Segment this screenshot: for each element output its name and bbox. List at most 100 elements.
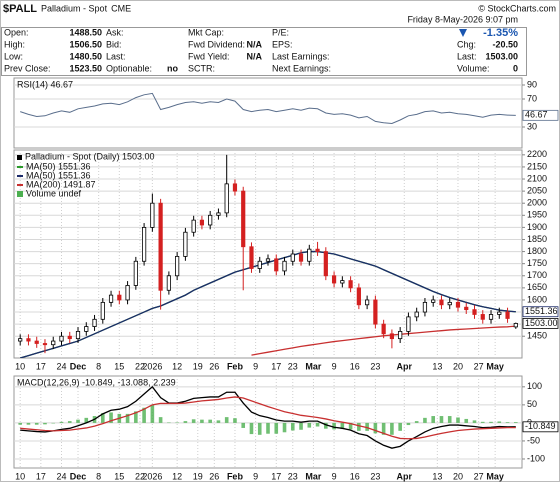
histogram-bar <box>224 417 229 423</box>
histogram-bar <box>365 422 369 431</box>
y-tick-label: 1450 <box>527 331 547 341</box>
x-tick-label: Apr <box>397 361 413 371</box>
histogram-bar <box>505 422 510 423</box>
histogram-bar <box>406 422 411 426</box>
candle-body <box>224 183 229 214</box>
candle-body <box>480 314 485 320</box>
x-tick-label: May <box>486 471 504 481</box>
field-value: no <box>167 63 178 73</box>
candle-body <box>26 338 31 342</box>
x-tick-label: 2026 <box>142 471 162 481</box>
y-tick-label: 2000 <box>527 198 547 208</box>
x-tick-label: 2026 <box>142 361 162 371</box>
histogram-bar <box>489 421 493 423</box>
candle-body <box>447 301 452 306</box>
x-tick-label: 13 <box>432 471 442 481</box>
candle-body <box>18 338 23 342</box>
candle-body <box>125 285 130 301</box>
field-label: Last: <box>106 51 126 61</box>
histogram-bar <box>241 422 246 428</box>
histogram-bar <box>497 421 502 423</box>
field-label: Next Earnings: <box>272 63 331 73</box>
exchange: CME <box>111 3 131 13</box>
histogram-bar <box>76 419 80 423</box>
histogram-bar <box>125 413 130 423</box>
panel-title: Palladium - Spot (Daily) 1503.00 <box>25 151 155 161</box>
candle-body <box>298 253 304 262</box>
histogram-bar <box>299 422 303 430</box>
value-badge <box>522 306 559 318</box>
candle-body <box>464 306 469 311</box>
candle-body <box>488 314 494 320</box>
candle-body <box>141 226 147 262</box>
candle-body <box>472 309 477 315</box>
field-label: Fwd Yield: <box>188 51 230 61</box>
field-value: 1488.50 <box>69 27 102 37</box>
instrument-name: Palladium - Spot <box>41 3 108 13</box>
x-tick-label: 13 <box>432 361 442 371</box>
x-tick-label: May <box>486 361 504 371</box>
histogram-bar <box>233 418 237 423</box>
candle-body <box>422 301 428 313</box>
histogram-bar <box>134 411 138 423</box>
histogram-bar <box>200 419 204 423</box>
x-tick-label: 24 <box>56 471 66 481</box>
histogram-bar <box>26 422 31 425</box>
x-tick-label: 8 <box>96 471 101 481</box>
y-tick-label: 100 <box>527 381 542 391</box>
candle-body <box>282 260 287 272</box>
title-swatch <box>17 155 22 160</box>
y-tick-label: 90 <box>527 79 537 89</box>
histogram-bar <box>480 421 485 423</box>
histogram-bar <box>150 404 155 423</box>
histogram-bar <box>59 421 64 423</box>
y-tick-label: -100 <box>527 453 545 463</box>
x-tick-label: Feb <box>227 361 244 371</box>
histogram-bar <box>332 422 336 430</box>
field-value: N/A <box>247 39 263 49</box>
histogram-bar <box>390 422 394 435</box>
candle-body <box>406 316 411 332</box>
histogram-bar <box>34 422 39 425</box>
candle-body <box>166 275 171 291</box>
histogram-bar <box>18 422 22 425</box>
x-tick-label: 9 <box>332 471 337 481</box>
candle-body <box>265 258 271 262</box>
x-tick-label: 22 <box>135 471 145 481</box>
histogram-bar <box>67 421 72 423</box>
legend-swatch <box>17 191 23 197</box>
candle-body <box>439 299 444 306</box>
x-tick-label: 27 <box>474 471 484 481</box>
field-label: Optionable: <box>106 63 152 73</box>
histogram-bar <box>282 422 287 433</box>
candle-body <box>117 294 122 301</box>
series-line <box>20 92 516 125</box>
histogram-bar <box>357 422 361 431</box>
candle-body <box>183 231 188 257</box>
series-line <box>20 396 516 440</box>
histogram-bar <box>439 416 444 423</box>
x-tick-label: 20 <box>453 361 463 371</box>
x-tick-label: 23 <box>288 361 298 371</box>
value-badge <box>522 318 559 329</box>
histogram-bar <box>348 422 353 430</box>
candle-body <box>331 275 337 284</box>
field-label: EPS: <box>272 39 293 49</box>
value-badge-label: 1551.36 <box>525 306 558 316</box>
field-value: -20.50 <box>492 39 518 49</box>
candle-body <box>84 326 89 332</box>
candle-body <box>175 256 180 277</box>
field-value: N/A <box>247 51 263 61</box>
x-tick-label: 19 <box>193 471 203 481</box>
histogram-bar <box>290 422 295 431</box>
x-tick-label: Mar <box>305 361 322 371</box>
value-badge-label: 46.67 <box>525 110 548 120</box>
histogram-bar <box>249 422 254 435</box>
x-tick-label: 9 <box>253 471 258 481</box>
field-value: 1506.50 <box>69 39 102 49</box>
candle-body <box>381 323 386 335</box>
x-tick-label: 26 <box>209 361 219 371</box>
field-label: P/E: <box>272 27 289 37</box>
y-tick-label: 1850 <box>527 234 547 244</box>
